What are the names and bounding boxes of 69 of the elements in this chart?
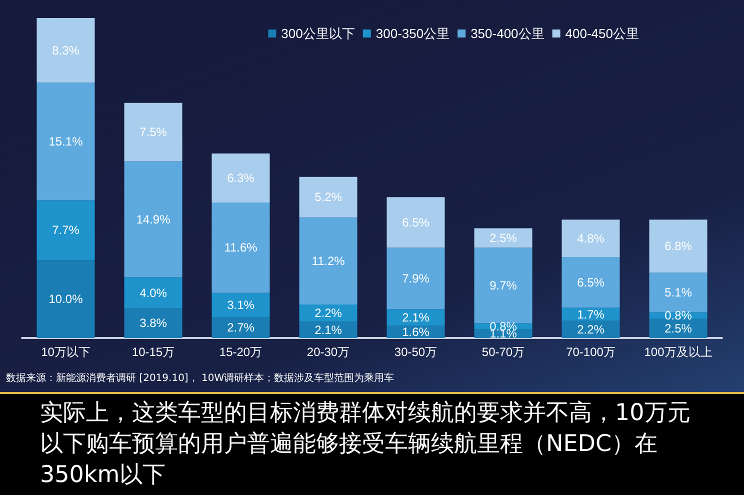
- bar: [562, 220, 620, 258]
- bar: [212, 153, 270, 203]
- data-label: 1.7%: [577, 307, 605, 322]
- bar: [212, 292, 270, 317]
- bar: [386, 309, 445, 326]
- data-label: 7.7%: [52, 223, 80, 238]
- bar: [36, 260, 95, 338]
- x-tick-label: 30-50万: [394, 345, 438, 359]
- bar: [212, 202, 270, 293]
- bar: [386, 197, 445, 248]
- bar: [124, 308, 182, 338]
- bar: [649, 220, 708, 273]
- data-label: 2.2%: [314, 306, 342, 320]
- data-label: 5.1%: [664, 285, 692, 300]
- legend-label: 400-450公里: [565, 26, 640, 41]
- data-label: 1.6%: [402, 324, 430, 339]
- data-label: 15.1%: [48, 134, 84, 148]
- bar: [36, 200, 95, 260]
- x-tick-label: 50-70万: [482, 345, 525, 359]
- bar: [474, 248, 532, 324]
- data-label: 4.8%: [577, 231, 605, 246]
- bar: [36, 18, 95, 83]
- data-label: 2.5%: [664, 321, 692, 336]
- bar: [124, 277, 182, 308]
- data-label: 9.7%: [490, 278, 518, 292]
- data-label: 7.5%: [140, 125, 168, 140]
- data-label: 11.2%: [312, 254, 346, 268]
- bar: [386, 248, 445, 310]
- x-tick-label: 20-30万: [306, 345, 350, 359]
- x-tick-label: 100万及以上: [644, 345, 712, 359]
- data-label: 14.9%: [136, 212, 171, 226]
- x-tick-label: 10万以下: [41, 345, 90, 359]
- data-label: 6.8%: [664, 239, 692, 254]
- x-tick-label: 10-15万: [132, 345, 175, 359]
- source-note: 数据来源：新能源消费者调研 [2019.10]， 10W调研样本；数据涉及车型范围为乘用车: [5, 372, 396, 386]
- data-label: 0.8%: [664, 308, 692, 322]
- data-label: 2.7%: [227, 320, 255, 334]
- data-label: 8.3%: [52, 43, 80, 58]
- bar: [562, 257, 620, 308]
- data-label: 2.2%: [577, 322, 605, 336]
- data-label: 5.2%: [314, 190, 342, 204]
- data-label: 2.5%: [490, 230, 518, 245]
- bar: [124, 161, 182, 278]
- legend-label: 300公里以下: [281, 26, 355, 41]
- legend-label: 350-400公里: [470, 26, 544, 41]
- data-label: 10.0%: [48, 292, 84, 306]
- data-label: 2.1%: [402, 310, 430, 324]
- data-label: 11.6%: [224, 240, 258, 255]
- data-label: 6.5%: [402, 215, 430, 230]
- data-label: 3.1%: [227, 298, 255, 312]
- bar: [124, 102, 182, 162]
- x-tick-label: 15-20万: [219, 345, 262, 359]
- data-label: 4.0%: [140, 286, 168, 300]
- bar: [562, 308, 620, 321]
- bar: [212, 316, 270, 338]
- data-label: 6.3%: [227, 171, 255, 185]
- data-label: 6.5%: [577, 275, 605, 290]
- data-label: 2.1%: [314, 322, 342, 337]
- bar: [299, 322, 358, 338]
- bar: [36, 82, 95, 200]
- text: 实际上，这类车型的目标消费群体对续航的要求并不高，10万元以下购车预算的用户普遍能够接受车辆续航里程（NEDC）在350km以下: [0, 392, 744, 495]
- bar: [649, 272, 708, 312]
- bar: [299, 217, 358, 305]
- data-label: 7.9%: [402, 271, 430, 286]
- data-label: 3.8%: [140, 316, 168, 330]
- x-tick-label: 70-100万: [566, 345, 616, 359]
- bar: [299, 176, 358, 218]
- legend-label: 300-350公里: [376, 26, 450, 41]
- bar: [474, 228, 532, 248]
